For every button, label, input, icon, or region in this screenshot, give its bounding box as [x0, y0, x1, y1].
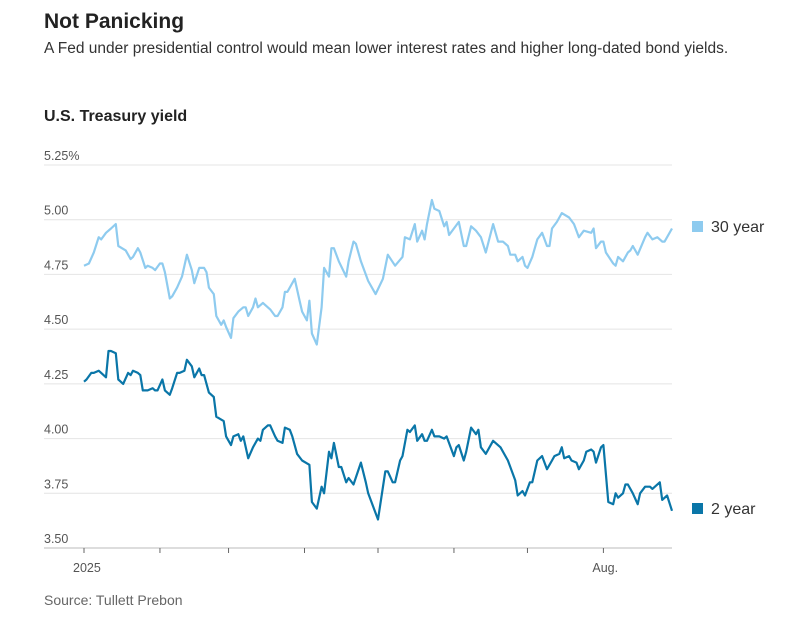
chart-headline: Not Panicking: [44, 10, 185, 33]
x-tick-label: 2025: [73, 561, 101, 575]
y-tick-label: 3.50: [44, 532, 68, 546]
chart-subtitle: A Fed under presidential control would m…: [44, 40, 729, 57]
series-line-2-year: [83, 349, 674, 521]
y-tick-label: 3.75: [44, 477, 68, 491]
y-tick-label: 5.25%: [44, 149, 79, 163]
legend-swatch: [692, 221, 703, 232]
series-line-30-year: [83, 198, 673, 346]
y-tick-label: 4.00: [44, 423, 68, 437]
legend-label: 30 year: [711, 219, 765, 236]
y-tick-label: 4.50: [44, 313, 68, 327]
y-tick-label: 4.25: [44, 368, 68, 382]
legend-swatch: [692, 503, 703, 514]
legend-label: 2 year: [711, 501, 756, 518]
x-tick-label: Aug.: [592, 561, 618, 575]
y-tick-label: 4.75: [44, 258, 68, 272]
y-tick-label: 5.00: [44, 204, 68, 218]
source-note: Source: Tullett Prebon: [44, 592, 183, 608]
chart-title: U.S. Treasury yield: [44, 108, 188, 125]
